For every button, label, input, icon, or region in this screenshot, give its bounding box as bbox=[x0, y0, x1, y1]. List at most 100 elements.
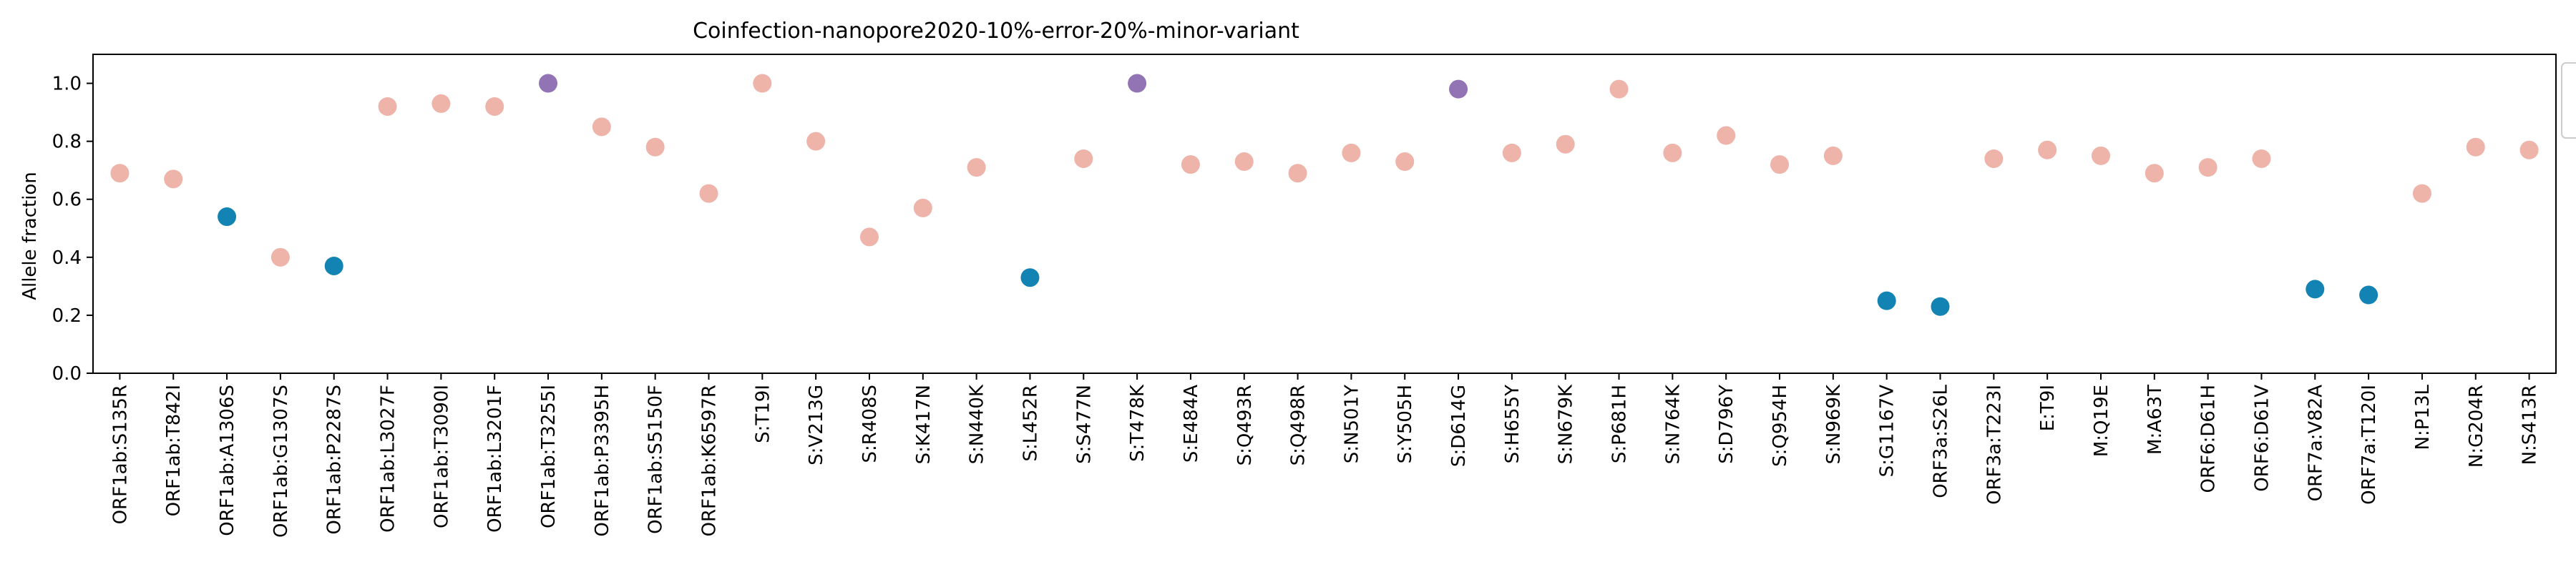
data-point bbox=[699, 184, 718, 203]
x-tick-label: N:G204R bbox=[2466, 385, 2487, 468]
data-point bbox=[806, 132, 826, 151]
data-point bbox=[1931, 297, 1950, 316]
data-point bbox=[539, 74, 558, 93]
data-point bbox=[1128, 74, 1147, 93]
data-point bbox=[1609, 79, 1629, 99]
x-tick-label: N:P13L bbox=[2412, 384, 2434, 450]
data-point bbox=[967, 158, 986, 177]
x-tick-label: ORF1ab:T3255I bbox=[538, 385, 560, 528]
data-point bbox=[2038, 140, 2057, 159]
x-tick-label: ORF3a:T223I bbox=[1984, 385, 2005, 505]
data-point bbox=[1770, 155, 1790, 174]
x-tick-label: S:H655Y bbox=[1502, 385, 1523, 463]
data-point bbox=[592, 117, 611, 137]
x-tick-label: S:N440K bbox=[967, 384, 988, 464]
x-tick-label: S:T478K bbox=[1127, 384, 1148, 462]
x-tick-label: ORF1ab:P2287S bbox=[324, 385, 346, 535]
x-tick-label: ORF1ab:T3090I bbox=[431, 385, 452, 528]
data-point bbox=[1556, 134, 1575, 154]
x-tick-label: E:T9I bbox=[2037, 385, 2059, 431]
data-point bbox=[2145, 164, 2164, 183]
x-tick-label: ORF1ab:G1307S bbox=[270, 385, 292, 538]
x-tick-label: ORF1ab:T842I bbox=[163, 385, 185, 516]
x-tick-label: S:D614G bbox=[1448, 385, 1470, 467]
x-tick-label: ORF6:D61H bbox=[2198, 385, 2220, 493]
data-point bbox=[485, 97, 504, 116]
x-tick-label: ORF7a:T120I bbox=[2358, 385, 2380, 505]
y-tick-label: 0.4 bbox=[52, 247, 82, 269]
plot-area: 0.0 0.2 0.4 0.6 0.8 1.0 ORF1ab:S135R ORF1ab:T84… bbox=[52, 54, 2557, 538]
data-point bbox=[753, 74, 772, 93]
x-tick-label: S:V213G bbox=[806, 385, 827, 465]
x-tick-label: S:R408S bbox=[859, 385, 881, 463]
x-tick-label: S:Q954H bbox=[1770, 385, 1791, 467]
x-tick-label: ORF7a:V82A bbox=[2305, 385, 2326, 502]
x-tick-label: S:P681H bbox=[1609, 385, 1631, 463]
x-tick-label: ORF1ab:L3201F bbox=[484, 385, 506, 533]
x-tick-label: S:E484A bbox=[1181, 385, 1202, 463]
x-tick-label: ORF1ab:S135R bbox=[109, 385, 131, 524]
x-tick-label: S:K417N bbox=[913, 385, 935, 464]
x-tick-label: M:Q19E bbox=[2091, 385, 2112, 457]
x-tick-label: S:G1167V bbox=[1877, 385, 1898, 478]
data-point bbox=[1074, 149, 1093, 168]
x-tick-label: S:L452R bbox=[1020, 385, 1041, 461]
data-point bbox=[110, 164, 130, 183]
x-tick-label: ORF1ab:A1306S bbox=[217, 385, 238, 536]
data-point bbox=[164, 169, 183, 189]
data-point bbox=[1020, 268, 1040, 287]
y-tick-label: 0.8 bbox=[52, 132, 82, 153]
y-tick-label: 0.6 bbox=[52, 189, 82, 211]
x-tick-label: S:D796Y bbox=[1716, 385, 1737, 464]
x-tick-label: ORF1ab:L3027F bbox=[378, 385, 399, 533]
x-tick-label: S:N501Y bbox=[1341, 385, 1362, 463]
data-point bbox=[431, 94, 451, 113]
x-tick-label: S:N764K bbox=[1662, 384, 1684, 464]
x-tick-label: ORF1ab:S5150F bbox=[645, 385, 667, 534]
x-tick-label: S:N679K bbox=[1556, 384, 1577, 464]
x-tick-label: S:T19I bbox=[752, 385, 774, 443]
data-point bbox=[1181, 155, 1200, 174]
data-point bbox=[218, 207, 237, 227]
data-point bbox=[1877, 291, 1896, 310]
data-point bbox=[2091, 146, 2110, 165]
data-point bbox=[859, 227, 879, 247]
data-point bbox=[913, 198, 932, 217]
legend-box-clipped bbox=[2561, 62, 2576, 139]
data-point bbox=[2519, 140, 2539, 159]
data-point bbox=[270, 247, 290, 267]
data-point bbox=[378, 97, 397, 116]
data-point bbox=[1342, 143, 1361, 162]
data-point bbox=[1663, 143, 1682, 162]
data-point bbox=[2359, 285, 2379, 305]
x-tick-label: S:S477N bbox=[1073, 385, 1095, 464]
x-tick-label: N:S413R bbox=[2519, 385, 2541, 465]
x-tick-label: S:Q498R bbox=[1288, 385, 1309, 465]
plot-frame bbox=[92, 54, 2557, 374]
data-point bbox=[1502, 143, 1521, 162]
chart-title: Coinfection-nanopore2020-10%-error-20%-m… bbox=[693, 19, 1299, 44]
y-tick-label: 0.0 bbox=[52, 363, 82, 385]
x-tick-label: S:N969K bbox=[1823, 384, 1845, 464]
data-point bbox=[645, 137, 665, 157]
data-point bbox=[2466, 137, 2485, 157]
data-point bbox=[2198, 158, 2218, 177]
data-point bbox=[1449, 79, 1468, 99]
data-point bbox=[1984, 149, 2004, 168]
data-point bbox=[2306, 280, 2325, 299]
data-point bbox=[2412, 184, 2431, 203]
y-tick-label: 0.2 bbox=[52, 305, 82, 327]
x-tick-label: ORF1ab:K6597R bbox=[699, 385, 721, 537]
y-tick-label: 1.0 bbox=[52, 74, 82, 95]
data-point bbox=[1395, 152, 1415, 172]
x-tick-label: S:Q493R bbox=[1234, 385, 1256, 465]
y-axis-label: Allele fraction bbox=[19, 172, 41, 300]
x-tick-label: ORF3a:S26L bbox=[1931, 384, 1952, 498]
data-point bbox=[1288, 164, 1307, 183]
x-tick-label: M:A63T bbox=[2145, 385, 2166, 455]
data-point bbox=[2252, 149, 2271, 168]
x-tick-label: S:Y505H bbox=[1395, 385, 1416, 463]
x-tick-label: ORF1ab:P3395H bbox=[592, 385, 613, 537]
data-point bbox=[1823, 146, 1843, 165]
